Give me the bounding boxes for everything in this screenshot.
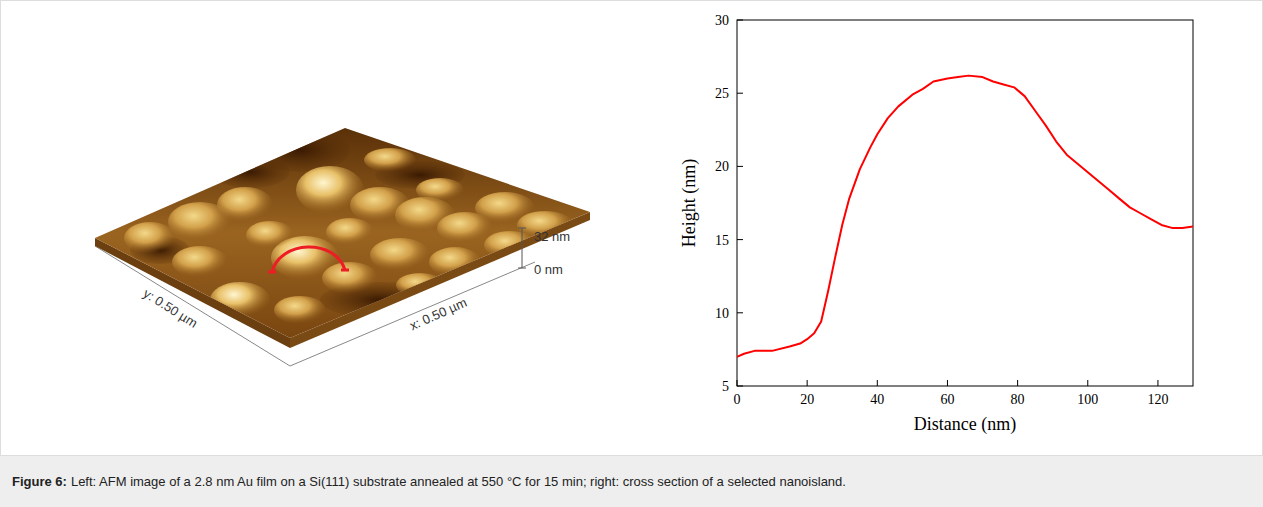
afm-island [484, 231, 536, 259]
afm-surface [95, 128, 590, 338]
y-tick [737, 312, 743, 313]
x-tick-label: 100 [1077, 392, 1098, 407]
y-tick [737, 20, 743, 21]
afm-island [246, 221, 294, 249]
cross-section-marker [341, 269, 349, 272]
afm-island [172, 246, 228, 278]
caption-text: Left: AFM image of a 2.8 nm Au film on a… [71, 474, 846, 489]
x-tick-label: 20 [800, 392, 814, 407]
z-scale-bar [522, 228, 523, 268]
y-tick-label: 20 [715, 159, 729, 174]
afm-axis-label: y: 0.50 µm [141, 286, 201, 331]
y-tick-label: 10 [715, 306, 729, 321]
chart: 0 20 40 60 80 100 120 5 10 15 20 25 30 Distance (nm) H… [679, 13, 1193, 435]
plot-area [737, 76, 1193, 357]
x-tick-label: 80 [1011, 392, 1025, 407]
afm-island [416, 178, 464, 202]
y-tick-label: 25 [715, 86, 729, 101]
afm-side [290, 212, 590, 348]
afm-bumps [124, 128, 573, 324]
z-scale-label: 0 nm [534, 262, 563, 277]
x-tick [1157, 380, 1158, 386]
y-tick [737, 166, 743, 167]
y-tick [737, 239, 743, 240]
z-scale-bar [518, 268, 526, 269]
x-tick [1087, 380, 1088, 386]
x-tick-label: 60 [940, 392, 954, 407]
afm-island [429, 247, 481, 277]
afm-island [274, 296, 326, 324]
y-tick-label: 30 [715, 13, 729, 28]
x-tick-label: 120 [1147, 392, 1168, 407]
y-axis-title: Height (nm) [679, 159, 700, 247]
afm-image: y: 0.50 µm x: 0.50 µm 32 nm 0 nm [95, 128, 590, 366]
x-axis-title: Distance (nm) [914, 414, 1016, 435]
afm-island [124, 222, 176, 254]
z-scale-label: 32 nm [534, 229, 570, 244]
y-tick [737, 93, 743, 94]
afm-island [370, 238, 430, 272]
caption-label: Figure 6: [12, 474, 67, 489]
height-profile [737, 76, 1193, 357]
afm-valley [210, 156, 290, 188]
caption: Figure 6: Left: AFM image of a 2.8 nm Au … [12, 474, 846, 489]
caption-band [0, 456, 1263, 507]
x-tick [1017, 380, 1018, 386]
afm-island [326, 218, 374, 246]
figure: Figure 6: Left: AFM image of a 2.8 nm Au … [0, 0, 1263, 507]
z-scale-bar [518, 228, 526, 229]
x-tick [737, 380, 738, 386]
afm-island [210, 282, 270, 318]
cross-section-marker [268, 271, 276, 274]
afm-island [217, 187, 273, 223]
x-tick [807, 380, 808, 386]
plot-frame [737, 20, 1193, 386]
y-tick-label: 5 [722, 379, 729, 394]
afm-island [396, 273, 444, 297]
afm-island [364, 148, 416, 172]
y-tick [737, 386, 743, 387]
afm-axis-label: x: 0.50 µm [407, 295, 469, 334]
x-tick [877, 380, 878, 386]
y-tick-label: 15 [715, 233, 729, 248]
afm-island [322, 262, 378, 294]
x-tick-label: 0 [734, 392, 741, 407]
x-tick-label: 40 [870, 392, 884, 407]
figure-frame [1, 1, 1263, 456]
cross-section-marker [272, 247, 345, 272]
x-tick [947, 380, 948, 386]
